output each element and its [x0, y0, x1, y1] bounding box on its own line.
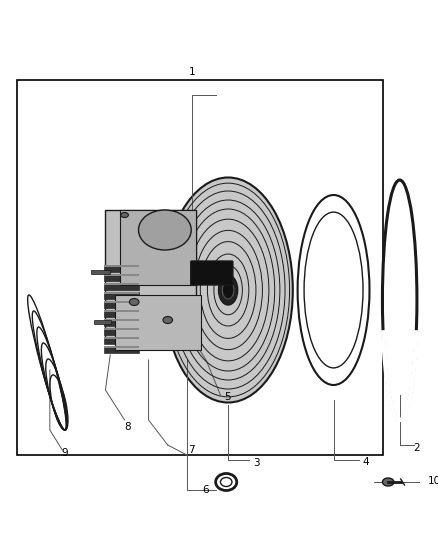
- Ellipse shape: [219, 275, 238, 305]
- Bar: [105, 319, 139, 326]
- Text: 3: 3: [254, 458, 260, 468]
- Bar: [105, 274, 139, 276]
- Bar: [105, 292, 139, 294]
- Text: 2: 2: [413, 443, 420, 453]
- Text: 5: 5: [224, 392, 230, 402]
- Ellipse shape: [121, 213, 128, 217]
- Text: 7: 7: [188, 445, 195, 455]
- Text: 8: 8: [124, 422, 131, 432]
- Text: 10: 10: [427, 476, 438, 486]
- Text: 1: 1: [188, 67, 195, 77]
- Bar: [105, 346, 139, 353]
- Bar: [17, 80, 383, 455]
- Bar: [105, 319, 139, 321]
- Text: 4: 4: [363, 457, 369, 467]
- Bar: [105, 337, 139, 344]
- Bar: [105, 310, 139, 317]
- Bar: [105, 292, 139, 299]
- Ellipse shape: [223, 281, 234, 299]
- Bar: [105, 265, 139, 272]
- Text: 9: 9: [61, 448, 67, 458]
- Bar: [105, 328, 139, 335]
- Text: 6: 6: [202, 485, 208, 495]
- Ellipse shape: [163, 177, 293, 402]
- Ellipse shape: [382, 478, 394, 486]
- Bar: [105, 265, 139, 267]
- Ellipse shape: [163, 317, 173, 324]
- Bar: [105, 283, 139, 290]
- Bar: [105, 310, 139, 312]
- Bar: [105, 346, 139, 348]
- Ellipse shape: [129, 298, 139, 305]
- Bar: [94, 320, 111, 324]
- Bar: [105, 301, 139, 303]
- Bar: [106, 210, 197, 340]
- Bar: [120, 210, 197, 285]
- Bar: [105, 283, 139, 285]
- Bar: [105, 337, 139, 339]
- Bar: [91, 270, 110, 274]
- Ellipse shape: [138, 210, 191, 250]
- FancyBboxPatch shape: [191, 261, 233, 285]
- Bar: [115, 295, 201, 350]
- Bar: [105, 301, 139, 308]
- Bar: [105, 274, 139, 281]
- Bar: [105, 328, 139, 330]
